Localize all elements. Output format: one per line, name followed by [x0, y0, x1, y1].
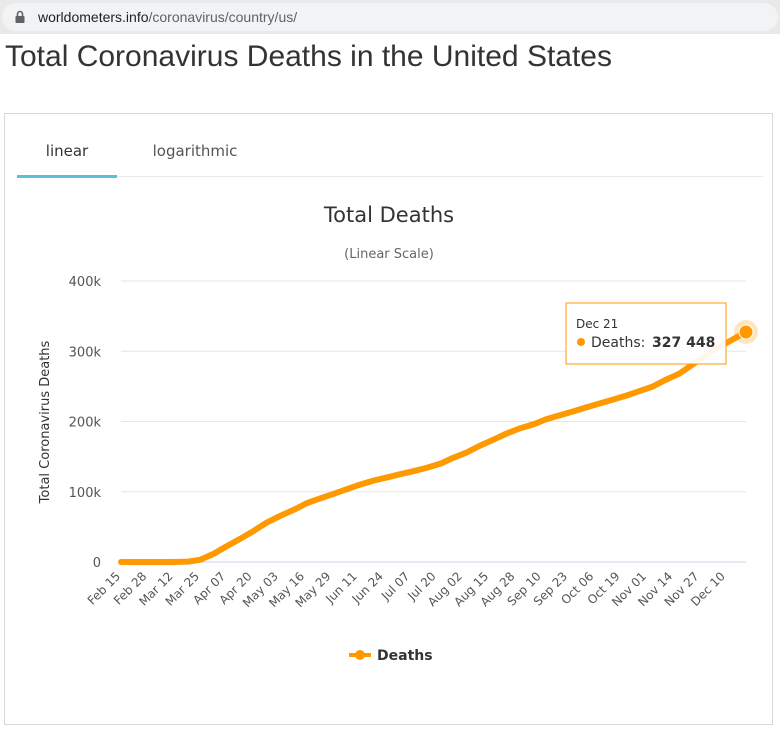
url-host: worldometers.info: [38, 9, 149, 25]
lock-icon: [15, 10, 25, 23]
url-field[interactable]: worldometers.info/coronavirus/country/us…: [2, 3, 778, 31]
tab-logarithmic[interactable]: logarithmic: [135, 136, 255, 176]
tab-logarithmic-label: logarithmic: [152, 142, 238, 160]
scale-tabs: linear logarithmic: [17, 136, 763, 178]
active-tab-indicator: [17, 175, 117, 178]
page-title: Total Coronavirus Deaths in the United S…: [5, 40, 612, 73]
chart-panel: linear logarithmic: [4, 113, 773, 725]
url-path: /coronavirus/country/us/: [148, 9, 298, 25]
tab-linear[interactable]: linear: [17, 136, 117, 178]
browser-address-bar: worldometers.info/coronavirus/country/us…: [0, 0, 780, 34]
tab-linear-label: linear: [45, 142, 89, 160]
url-text: worldometers.info/coronavirus/country/us…: [38, 9, 297, 25]
